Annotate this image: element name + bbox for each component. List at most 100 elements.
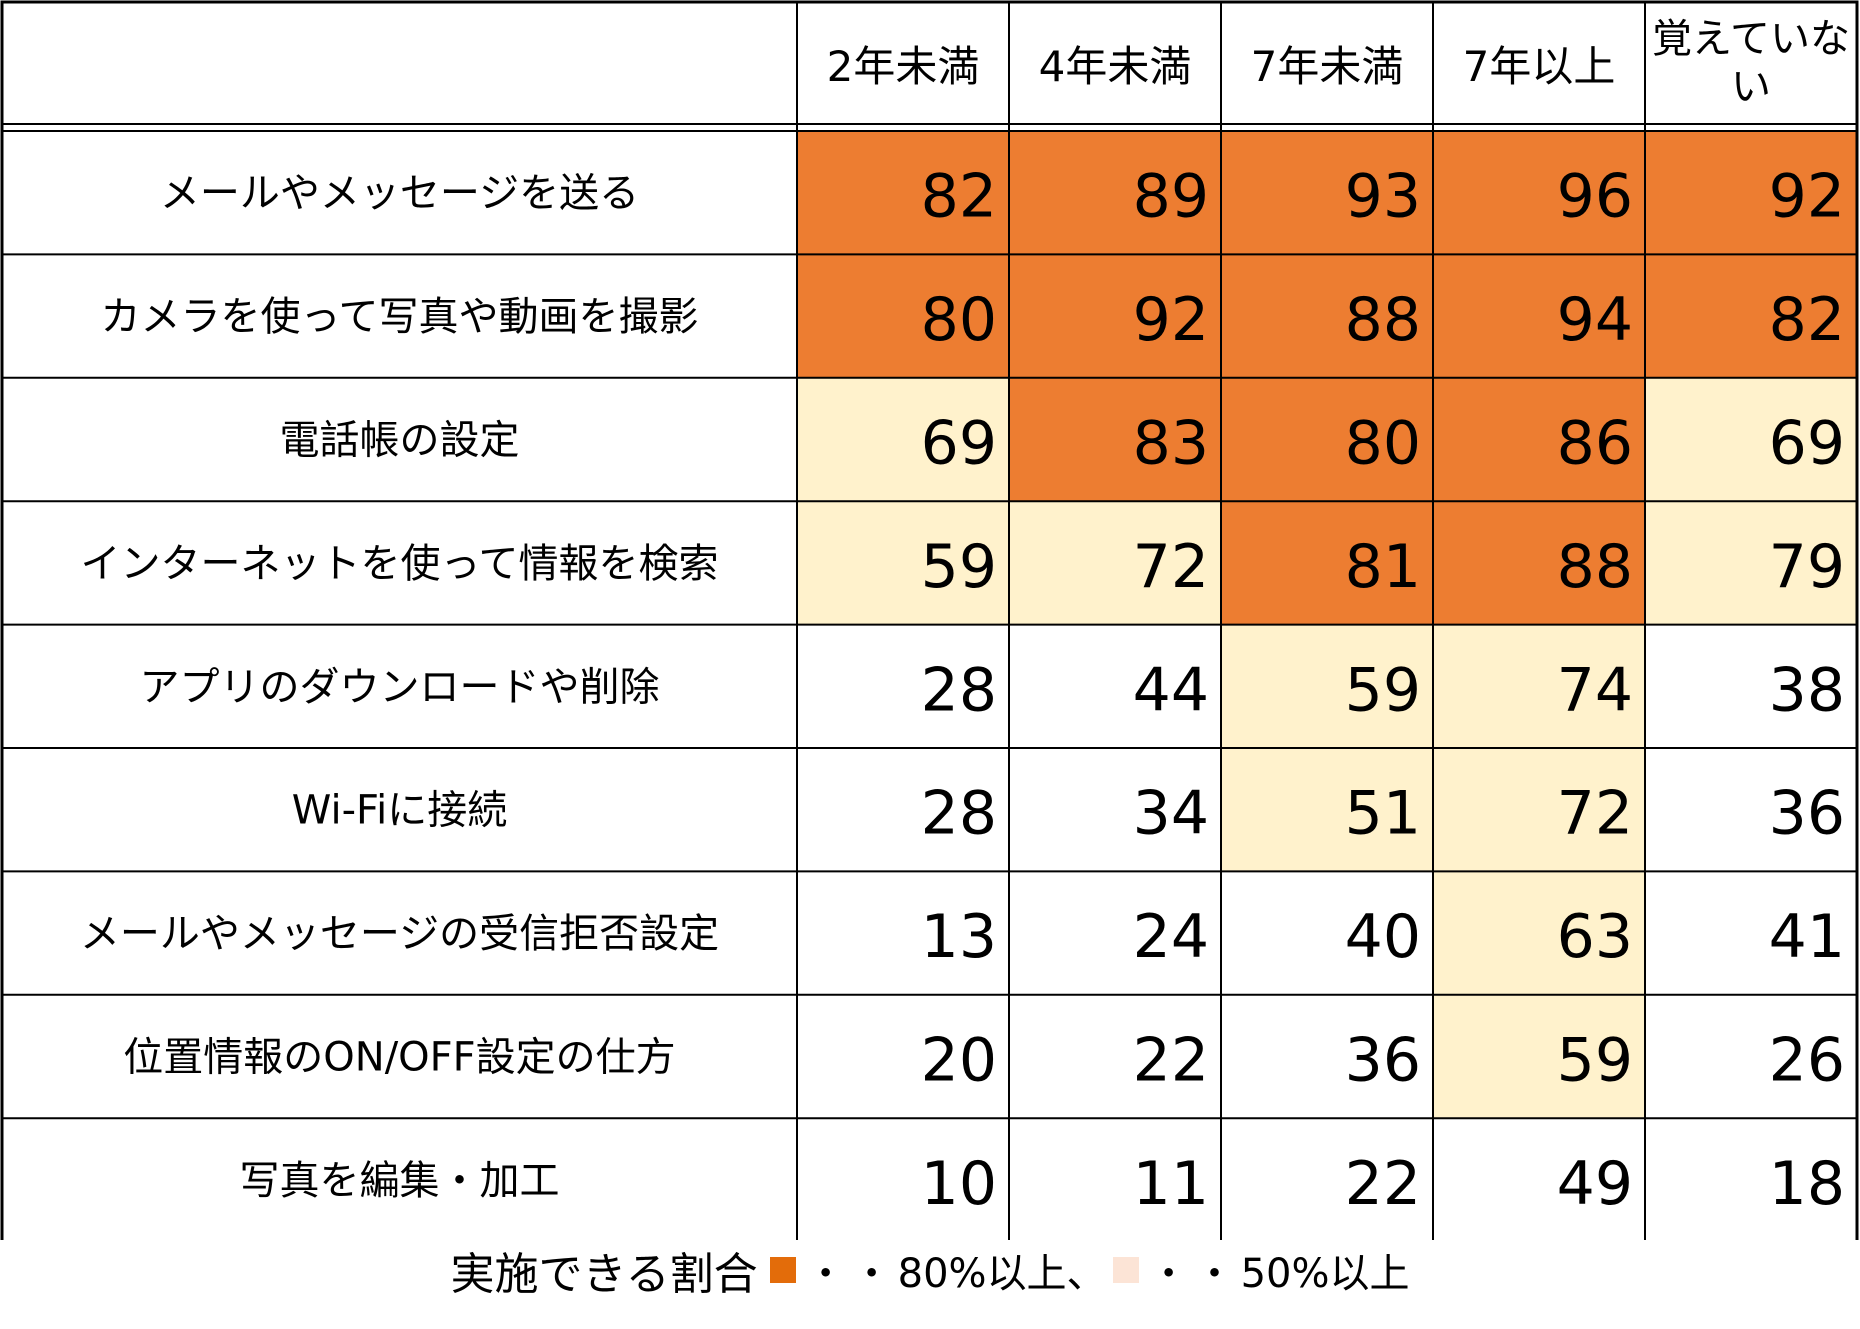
cell-3-1 (1009, 501, 1221, 625)
cell-2-4 (1645, 377, 1857, 502)
value-0-2: 93 (1345, 162, 1421, 232)
cell-0-4 (1645, 131, 1857, 255)
cell-4-4 (1645, 624, 1857, 748)
value-1-3: 94 (1557, 285, 1633, 355)
value-1-4: 82 (1769, 285, 1845, 355)
value-0-3: 96 (1557, 162, 1633, 232)
value-0-4: 92 (1769, 162, 1845, 232)
cell-1-4 (1645, 254, 1857, 378)
cell-8-3 (1433, 1118, 1645, 1240)
legend-dots-2: ・・ (1148, 1251, 1241, 1297)
value-1-1: 92 (1133, 285, 1209, 355)
cell-4-3 (1433, 624, 1645, 748)
value-7-0: 20 (921, 1026, 997, 1096)
row-label-8: 写真を編集・加工 (240, 1158, 560, 1204)
value-0-0: 82 (921, 162, 997, 232)
value-7-2: 36 (1345, 1026, 1421, 1096)
cell-5-2 (1221, 748, 1433, 872)
value-8-0: 10 (921, 1149, 997, 1219)
cell-3-4 (1645, 501, 1857, 625)
cell-8-0 (797, 1118, 1009, 1240)
value-1-0: 80 (921, 285, 997, 355)
column-header-2: 7年未満 (1251, 42, 1404, 91)
row-label-6: メールやメッセージの受信拒否設定 (80, 911, 719, 957)
cell-5-4 (1645, 748, 1857, 872)
row-label-0: メールやメッセージを送る (160, 171, 639, 217)
table-border (0, 0, 1859, 1240)
column-header-1: 4年未満 (1039, 42, 1192, 91)
legend-mid-label: 50%以上 (1240, 1251, 1410, 1297)
cell-2-3 (1433, 377, 1645, 502)
value-5-4: 36 (1769, 779, 1845, 849)
cell-6-3 (1433, 871, 1645, 995)
value-2-2: 80 (1345, 409, 1421, 479)
cell-7-4 (1645, 994, 1857, 1119)
cell-8-1 (1009, 1118, 1221, 1240)
cell-6-0 (797, 871, 1009, 995)
legend: 実施できる割合 ・・ 80%以上、 ・・ 50%以上 (0, 1240, 1860, 1300)
cell-1-0 (797, 254, 1009, 378)
cell-5-3 (1433, 748, 1645, 872)
value-8-1: 11 (1133, 1149, 1209, 1219)
row-label-5: Wi-Fiに接続 (292, 788, 507, 834)
value-2-0: 69 (921, 409, 997, 479)
value-8-3: 49 (1557, 1149, 1633, 1219)
cell-4-1 (1009, 624, 1221, 748)
row-label-3: インターネットを使って情報を検索 (81, 541, 719, 587)
value-1-2: 88 (1345, 285, 1421, 355)
cell-1-2 (1221, 254, 1433, 378)
cell-4-2 (1221, 624, 1433, 748)
value-4-3: 74 (1557, 655, 1633, 725)
cell-6-4 (1645, 871, 1857, 995)
value-4-0: 28 (921, 655, 997, 725)
value-5-0: 28 (921, 779, 997, 849)
value-4-1: 44 (1133, 655, 1209, 725)
value-2-3: 86 (1557, 409, 1633, 479)
value-6-0: 13 (921, 902, 997, 972)
value-8-2: 22 (1345, 1149, 1421, 1219)
cell-1-3 (1433, 254, 1645, 378)
legend-high-swatch (769, 1257, 796, 1283)
cell-3-0 (797, 501, 1009, 625)
cell-0-3 (1433, 131, 1645, 255)
cell-5-0 (797, 748, 1009, 872)
legend-mid-swatch (1112, 1257, 1139, 1283)
value-4-4: 38 (1769, 655, 1845, 725)
cell-2-1 (1009, 377, 1221, 502)
value-3-1: 72 (1133, 532, 1209, 602)
value-6-2: 40 (1345, 902, 1421, 972)
value-7-3: 59 (1557, 1026, 1633, 1096)
value-2-4: 69 (1769, 409, 1845, 479)
cell-1-1 (1009, 254, 1221, 378)
value-0-1: 89 (1133, 162, 1209, 232)
row-label-1: カメラを使って写真や動画を撮影 (101, 294, 699, 340)
value-3-0: 59 (921, 532, 997, 602)
legend-title: 実施できる割合 (450, 1249, 758, 1300)
value-6-1: 24 (1133, 902, 1209, 972)
cell-6-2 (1221, 871, 1433, 995)
cell-4-0 (797, 624, 1009, 748)
cell-7-0 (797, 994, 1009, 1119)
cell-0-2 (1221, 131, 1433, 255)
value-7-1: 22 (1133, 1026, 1209, 1096)
cell-5-1 (1009, 748, 1221, 872)
column-header-3: 7年以上 (1463, 42, 1616, 91)
cell-3-3 (1433, 501, 1645, 625)
row-label-4: アプリのダウンロードや削除 (140, 664, 660, 710)
cell-7-3 (1433, 994, 1645, 1119)
cell-2-0 (797, 377, 1009, 502)
value-3-3: 88 (1557, 532, 1633, 602)
value-5-1: 34 (1133, 779, 1209, 849)
cell-7-1 (1009, 994, 1221, 1119)
value-4-2: 59 (1345, 655, 1421, 725)
cell-3-2 (1221, 501, 1433, 625)
cell-2-2 (1221, 377, 1433, 502)
cell-6-1 (1009, 871, 1221, 995)
value-5-2: 51 (1345, 779, 1421, 849)
value-3-2: 81 (1345, 532, 1421, 602)
value-7-4: 26 (1769, 1026, 1845, 1096)
column-header-4: 覚えていない (1652, 16, 1850, 110)
cell-7-2 (1221, 994, 1433, 1119)
row-label-2: 電話帳の設定 (280, 418, 520, 464)
